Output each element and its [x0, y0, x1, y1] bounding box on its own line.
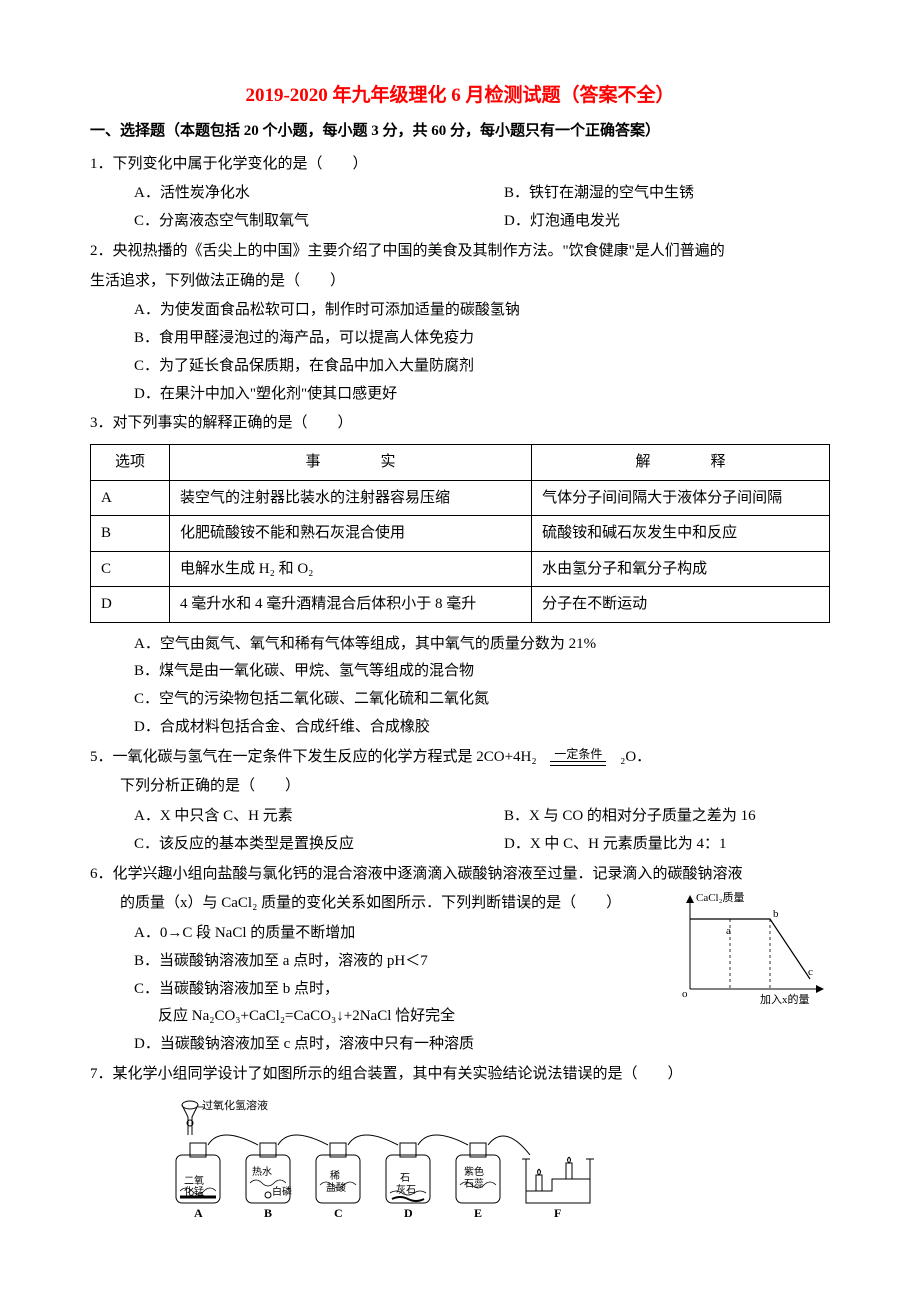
q2-stem-line1: 2．央视热播的《舌尖上的中国》主要介绍了中国的美食及其制作方法。"饮食健康"是人… [90, 238, 830, 266]
q3-r3-c1: 4 毫升水和 4 毫升酒精混合后体积小于 8 毫升 [170, 587, 532, 623]
reaction-condition: 一定条件 [550, 748, 606, 760]
chart-point-c: c [808, 966, 813, 978]
bottle-d: 石 灰石 [386, 1143, 430, 1203]
q6-opt-c: C．当碳酸钠溶液加至 b 点时， [90, 976, 650, 1004]
q3-table: 选项 事 实 解 释 A 装空气的注射器比装水的注射器容易压缩 气体分子间间隔大… [90, 444, 830, 623]
q7-stem: 7．某化学小组同学设计了如图所示的组合装置，其中有关实验结论说法错误的是（ ） [90, 1061, 830, 1089]
q6-opt-b: B．当碳酸钠溶液加至 a 点时，溶液的 pH＜7 [90, 948, 650, 976]
q1-opt-c: C．分离液态空气制取氧气 [90, 208, 460, 236]
q2-options: A．为使发面食品松软可口，制作时可添加适量的碳酸氢钠 B．食用甲醛浸泡过的海产品… [90, 297, 830, 408]
bottle-e: 紫色 石蕊 [456, 1143, 500, 1203]
reaction-arrow-icon: 一定条件 [544, 748, 612, 766]
q2-opt-d: D．在果汁中加入"塑化剂"使其口感更好 [90, 381, 830, 409]
q5-opt-b: B．X 与 CO 的相对分子质量之差为 16 [460, 803, 830, 831]
q5-stem: 5．一氧化碳与氢气在一定条件下发生反应的化学方程式是 2CO+4H₂ 一定条件 … [90, 744, 830, 772]
q3-opt-d: D．合成材料包括合金、合成纤维、合成橡胶 [90, 714, 830, 742]
q3-r2-c2: 水由氢分子和氧分子构成 [532, 551, 830, 587]
chart-point-b: b [773, 908, 779, 920]
q3-r1-c0: B [91, 516, 170, 552]
svg-text:石: 石 [400, 1173, 410, 1184]
q5-stem-line2: 下列分析正确的是（ ） [90, 773, 830, 801]
q2-opt-c: C．为了延长食品保质期，在食品中加入大量防腐剂 [90, 353, 830, 381]
table-row: D 4 毫升水和 4 毫升酒精混合后体积小于 8 毫升 分子在不断运动 [91, 587, 830, 623]
label-f: F [554, 1206, 561, 1220]
q3-opt-c: C．空气的污染物包括二氧化碳、二氧化硫和二氧化氮 [90, 686, 830, 714]
q3-r1-c1: 化肥硫酸铵不能和熟石灰混合使用 [170, 516, 532, 552]
bottle-a: 二氧 化锰 [176, 1143, 220, 1203]
q6-opt-a: A．0→C 段 NaCl 的质量不断增加 [90, 920, 650, 948]
chart-point-a: a [726, 925, 731, 937]
label-d: D [404, 1206, 413, 1220]
q1-stem: 1．下列变化中属于化学变化的是（ ） [90, 151, 830, 179]
q3-r0-c1: 装空气的注射器比装水的注射器容易压缩 [170, 480, 532, 516]
q3-th-0: 选项 [91, 445, 170, 481]
table-row: C 电解水生成 H₂ 和 O₂ 水由氢分子和氧分子构成 [91, 551, 830, 587]
bottle-c: 稀 盐酸 [316, 1143, 360, 1203]
svg-text:石蕊: 石蕊 [464, 1178, 484, 1190]
bottle-b: 热水 白磷 [246, 1143, 292, 1203]
q6-stem-line1: 6．化学兴趣小组向盐酸与氯化钙的混合溶液中逐滴滴入碳酸钠溶液至过量．记录滴入的碳… [90, 861, 830, 889]
q3-th-2: 解 释 [532, 445, 830, 481]
q2-stem-line2: 生活追求，下列做法正确的是（ ） [90, 268, 830, 296]
funnel-label: 过氧化氢溶液 [202, 1098, 268, 1112]
table-row: B 化肥硫酸铵不能和熟石灰混合使用 硫酸铵和碱石灰发生中和反应 [91, 516, 830, 552]
q5-stem-post: ₂O． [620, 749, 651, 765]
q2-opt-b: B．食用甲醛浸泡过的海产品，可以提高人体免疫力 [90, 325, 830, 353]
q1-opt-a: A．活性炭净化水 [90, 180, 460, 208]
svg-text:灰石: 灰石 [396, 1183, 416, 1196]
chart-y-label: CaCl₂质量 [696, 891, 744, 904]
q3-r0-c2: 气体分子间间隔大于液体分子间间隔 [532, 480, 830, 516]
q5-stem-pre: 5．一氧化碳与氢气在一定条件下发生反应的化学方程式是 2CO+4H₂ [90, 749, 540, 765]
page-title: 2019-2020 年九年级理化 6 月检测试题（答案不全） [90, 80, 830, 107]
q1-opt-b: B．铁钉在潮湿的空气中生锈 [460, 180, 830, 208]
q6-opt-d: D．当碳酸钠溶液加至 c 点时，溶液中只有一种溶质 [90, 1031, 650, 1059]
svg-text:二氧: 二氧 [184, 1174, 204, 1187]
q3-opt-b: B．煤气是由一氧化碳、甲烷、氢气等组成的混合物 [90, 658, 830, 686]
q5-opt-d: D．X 中 C、H 元素质量比为 4：1 [460, 831, 830, 859]
svg-text:紫色: 紫色 [464, 1165, 484, 1178]
q3-th-1: 事 实 [170, 445, 532, 481]
q3-opt-a: A．空气由氮气、氧气和稀有气体等组成，其中氧气的质量分数为 21% [90, 631, 830, 659]
q3-r3-c0: D [91, 587, 170, 623]
q5-options: A．X 中只含 C、H 元素 B．X 与 CO 的相对分子质量之差为 16 C．… [90, 803, 830, 859]
label-b: B [264, 1206, 272, 1220]
q1-opt-d: D．灯泡通电发光 [460, 208, 830, 236]
q5-opt-c: C．该反应的基本类型是置换反应 [90, 831, 460, 859]
label-a: A [194, 1206, 203, 1220]
funnel-icon [182, 1101, 198, 1135]
q3-r2-c1: 电解水生成 H₂ 和 O₂ [170, 551, 532, 587]
label-e: E [474, 1206, 482, 1220]
q3-r0-c0: A [91, 480, 170, 516]
q3-r2-c0: C [91, 551, 170, 587]
equals-line-icon [550, 761, 606, 766]
svg-text:化锰: 化锰 [184, 1185, 204, 1198]
q1-options: A．活性炭净化水 B．铁钉在潮湿的空气中生锈 C．分离液态空气制取氧气 D．灯泡… [90, 180, 830, 236]
q6-opt-c-cont: 反应 Na₂CO₃+CaCl₂=CaCO₃↓+2NaCl 恰好完全 [90, 1003, 650, 1031]
svg-text:热水: 热水 [252, 1165, 272, 1178]
chart-x-label: 加入x的量 [760, 992, 810, 1006]
table-row: A 装空气的注射器比装水的注射器容易压缩 气体分子间间隔大于液体分子间间隔 [91, 480, 830, 516]
beaker-f [522, 1157, 594, 1203]
q6-chart: a b c o CaCl₂质量 加入x的量 [670, 889, 830, 1009]
svg-text:盐酸: 盐酸 [326, 1181, 346, 1194]
svg-text:白磷: 白磷 [272, 1185, 292, 1198]
q5-opt-a: A．X 中只含 C、H 元素 [90, 803, 460, 831]
q3-options: A．空气由氮气、氧气和稀有气体等组成，其中氧气的质量分数为 21% B．煤气是由… [90, 631, 830, 742]
svg-text:稀: 稀 [330, 1169, 340, 1182]
label-c: C [334, 1206, 343, 1220]
q6-block: 6．化学兴趣小组向盐酸与氯化钙的混合溶液中逐滴滴入碳酸钠溶液至过量．记录滴入的碳… [90, 861, 830, 1059]
q3-stem: 3．对下列事实的解释正确的是（ ） [90, 410, 830, 438]
q2-opt-a: A．为使发面食品松软可口，制作时可添加适量的碳酸氢钠 [90, 297, 830, 325]
q3-r3-c2: 分子在不断运动 [532, 587, 830, 623]
section-header: 一、选择题（本题包括 20 个小题，每小题 3 分，共 60 分，每小题只有一个… [90, 119, 830, 145]
chart-origin: o [682, 988, 688, 1000]
q3-r1-c2: 硫酸铵和碱石灰发生中和反应 [532, 516, 830, 552]
q7-apparatus-figure: 过氧化氢溶液 二氧 化锰 A 热水 白磷 B 稀 盐酸 [160, 1095, 630, 1225]
